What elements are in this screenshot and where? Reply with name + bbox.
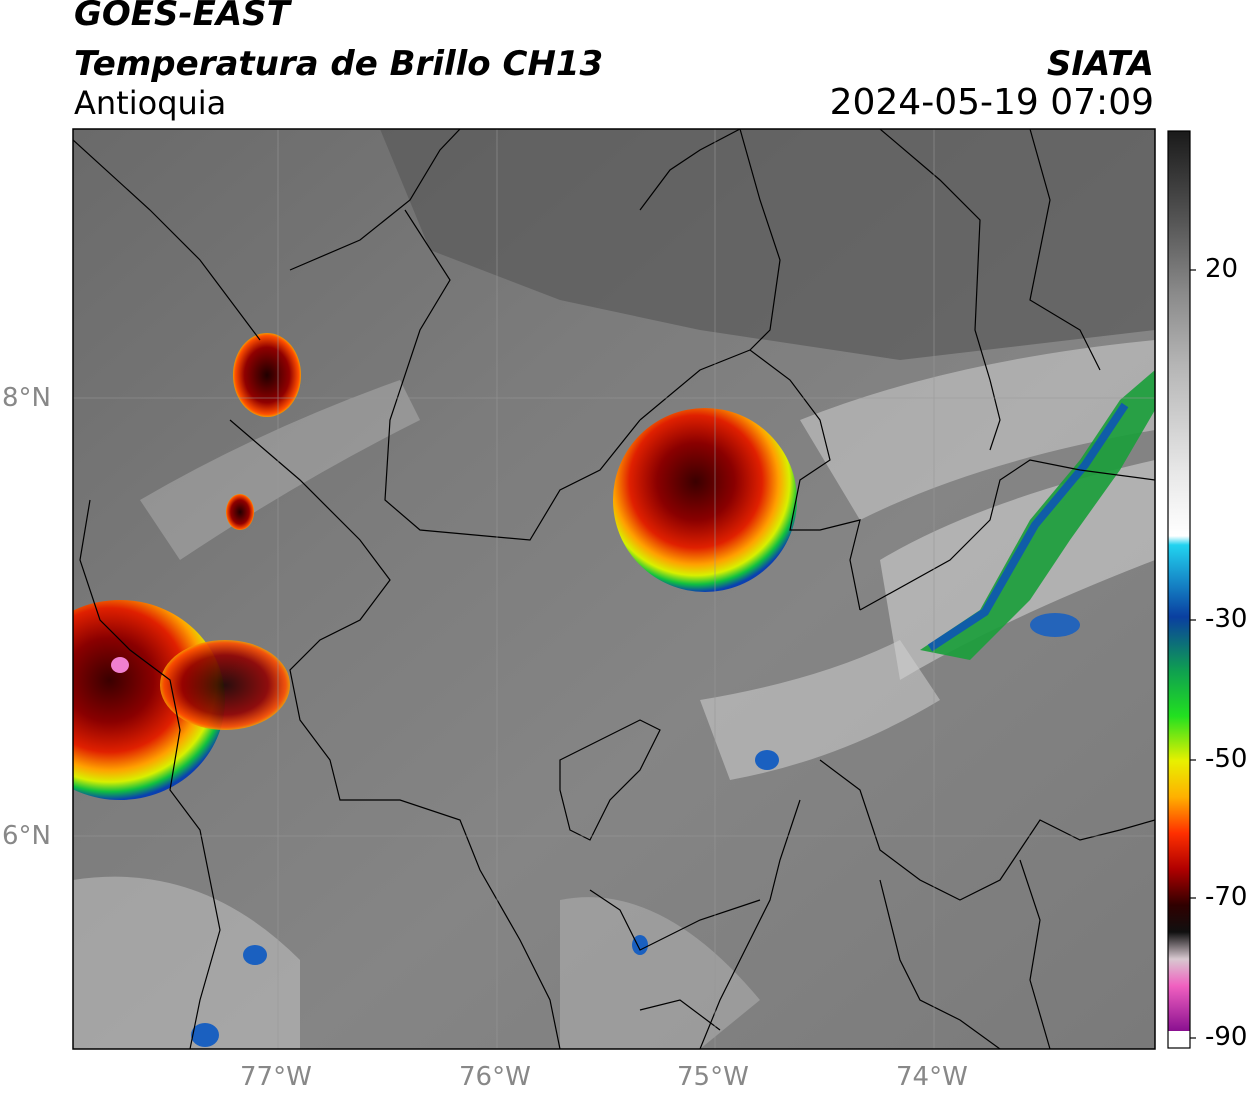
product-title: Temperatura de Brillo CH13 (74, 44, 604, 84)
map-frame (72, 128, 1156, 1050)
lat-label-8n: 8°N (2, 383, 51, 413)
satellite-title: GOES-EAST (74, 0, 290, 34)
lat-label-6n: 6°N (2, 821, 51, 851)
colorbar (1167, 130, 1196, 1049)
graticule (73, 129, 1155, 1049)
lon-label-77w: 77°W (240, 1062, 312, 1092)
storm-cell-north (233, 333, 301, 417)
storm-cell-small (226, 494, 254, 530)
map-image (73, 129, 1155, 1049)
datetime-label: 2024-05-19 07:09 (829, 82, 1154, 123)
lon-label-76w: 76°W (459, 1062, 531, 1092)
storm-cell-west-2 (160, 640, 290, 730)
colorbar-label-minus30: -30 (1205, 604, 1248, 634)
agency-label: SIATA (1046, 44, 1154, 84)
lon-label-74w: 74°W (896, 1062, 968, 1092)
colorbar-label-20: 20 (1205, 254, 1239, 284)
lon-label-75w: 75°W (677, 1062, 749, 1092)
region-label: Antioquia (74, 84, 227, 122)
colorbar-label-minus90: -90 (1205, 1022, 1248, 1052)
storm-cell-central (613, 408, 797, 592)
admin-borders (73, 129, 1155, 1049)
colorbar-label-minus70: -70 (1205, 882, 1248, 912)
coldest-pixel (111, 657, 129, 673)
colorbar-label-minus50: -50 (1205, 744, 1248, 774)
